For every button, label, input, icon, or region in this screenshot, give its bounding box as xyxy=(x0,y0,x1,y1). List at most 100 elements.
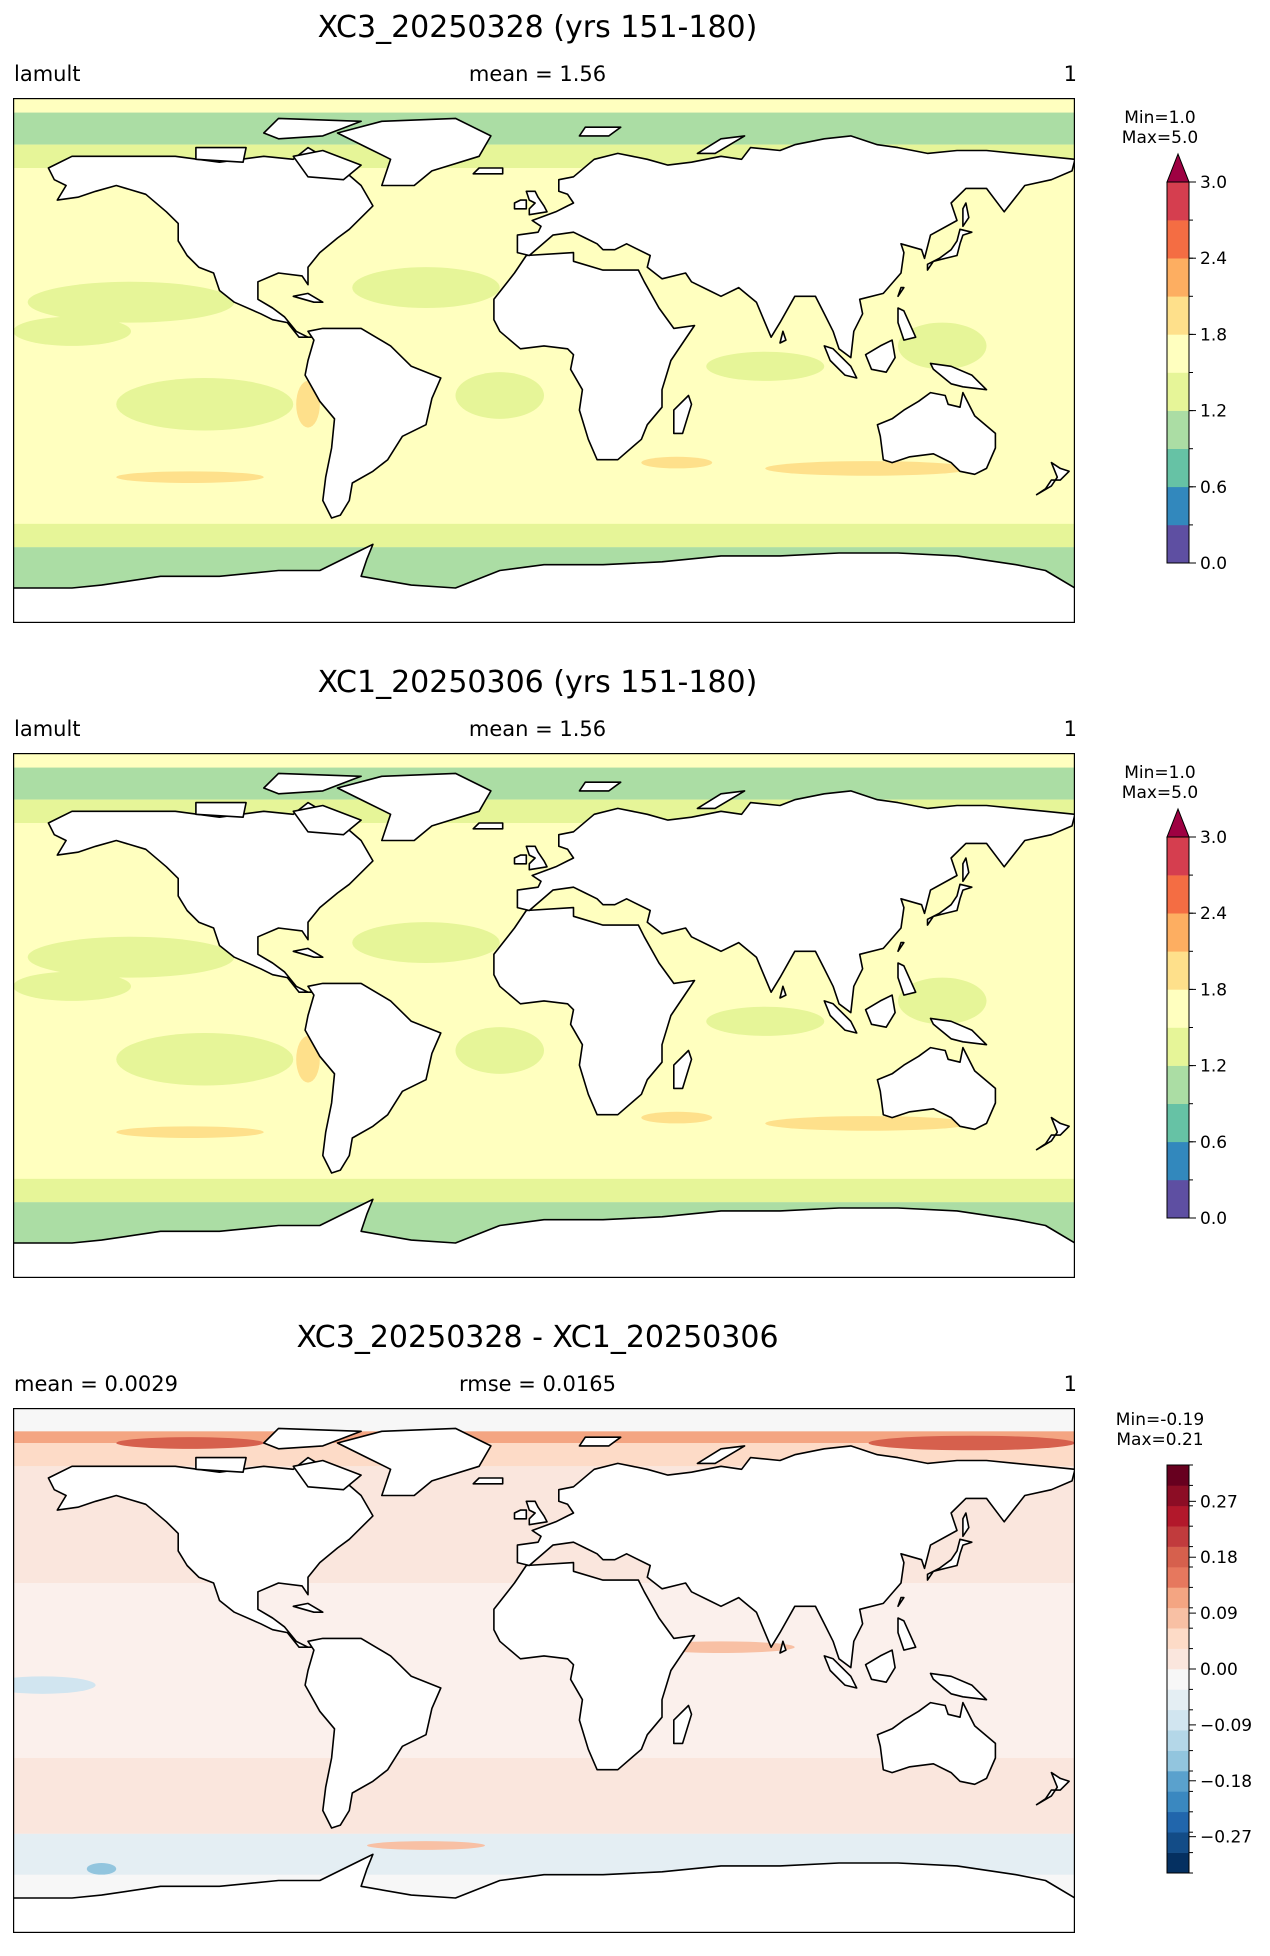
colorbar-segment xyxy=(1167,1526,1189,1547)
colorbar: 0.0 0.6 1.2 1.8 2.4 3.0 xyxy=(1166,807,1227,1225)
landmass-ireland xyxy=(513,199,528,210)
map-frame xyxy=(13,98,1075,623)
landmass-svalbard xyxy=(578,126,622,137)
landmass-borneo xyxy=(864,994,896,1029)
mean-label: mean = 1.56 xyxy=(468,717,607,741)
indian-patch xyxy=(706,351,825,381)
map-plot xyxy=(13,98,1075,623)
landmass-borneo xyxy=(864,1649,896,1684)
map-plot xyxy=(13,1408,1075,1933)
mean-label: mean = 1.56 xyxy=(468,62,607,86)
land xyxy=(13,117,1075,623)
atlantic-north-patch xyxy=(352,922,500,963)
colorbar-segment xyxy=(1167,837,1189,876)
colorbar-minmax: Min=1.0 Max=5.0 xyxy=(1100,763,1220,803)
colorbar-max: Max=0.21 xyxy=(1116,1430,1204,1450)
colorbar-tick-label: 0.18 xyxy=(1200,1548,1238,1568)
land xyxy=(13,1427,1075,1933)
panel-2: XC1_20250306 (yrs 151-180) lamult mean =… xyxy=(0,655,1270,1301)
landmass-ellesmere xyxy=(263,772,362,795)
pacific-south-patch xyxy=(116,378,294,431)
south-atlantic-positive xyxy=(367,1841,485,1850)
colorbar-segment xyxy=(1167,1689,1189,1711)
colorbar-segment xyxy=(1167,1567,1189,1588)
landmass-ireland xyxy=(513,1509,528,1520)
colorbar-segment xyxy=(1167,448,1189,488)
colorbar-extend-arrow xyxy=(1166,807,1190,838)
landmass-new-guinea xyxy=(929,1017,988,1046)
pacific-central-patch xyxy=(13,316,131,346)
landmass-antarctica xyxy=(13,1198,1075,1278)
atlantic-south-patch xyxy=(455,372,544,419)
panel-title: XC1_20250306 (yrs 151-180) xyxy=(317,665,758,700)
atlantic-south-patch xyxy=(455,1027,544,1074)
landmass-novaya-zemlya xyxy=(696,135,746,155)
colorbar-tick-label: −0.18 xyxy=(1200,1772,1252,1792)
south-band xyxy=(13,1758,1075,1834)
landmass-sri-lanka xyxy=(779,985,787,999)
maritime-patch xyxy=(898,977,987,1025)
humboldt-warm xyxy=(296,1035,320,1083)
landmass-eurasia xyxy=(516,135,1075,359)
variable-label: lamult xyxy=(14,717,81,741)
landmass-japan xyxy=(926,228,973,271)
southern-band xyxy=(13,1178,1075,1203)
colorbar-segment xyxy=(1167,410,1189,449)
south-indian-warm xyxy=(765,1116,972,1131)
landmass-sumatra xyxy=(823,1000,858,1034)
colorbar-segment xyxy=(1167,1852,1189,1874)
colorbar-segment xyxy=(1167,1141,1189,1181)
antarctic-negative xyxy=(86,1863,117,1875)
landmass-victoria-isl xyxy=(195,146,247,163)
colorbar-max: Max=5.0 xyxy=(1121,783,1199,803)
colorbar-segment xyxy=(1167,1485,1189,1507)
pacific-negative xyxy=(13,1676,96,1694)
landmass-africa xyxy=(493,906,696,1116)
landmass-svalbard xyxy=(578,1436,622,1447)
landmass-south-america xyxy=(304,982,442,1174)
pacific-north-patch xyxy=(27,281,235,323)
colorbar-segment xyxy=(1167,913,1189,952)
landmass-ireland xyxy=(513,854,528,865)
landmass-uk xyxy=(525,845,548,871)
colorbar-min: Min=1.0 xyxy=(1124,763,1196,783)
colorbar-tick-label: 3.0 xyxy=(1200,828,1227,848)
panel-title: XC3_20250328 (yrs 151-180) xyxy=(317,10,758,45)
landmass-borneo xyxy=(864,339,896,374)
landmass-iceland xyxy=(472,1477,504,1485)
landmass-madagascar xyxy=(672,394,693,435)
colorbar-segment xyxy=(1167,1505,1189,1527)
colorbar-segment xyxy=(1167,1730,1189,1751)
landmass-ellesmere xyxy=(263,1427,362,1450)
landmass-svalbard xyxy=(578,781,622,792)
colorbar-segment xyxy=(1167,1607,1189,1629)
southern-band xyxy=(13,523,1075,548)
landmass-novaya-zemlya xyxy=(696,1445,746,1465)
landmass-ellesmere xyxy=(263,117,362,140)
landmass-australia xyxy=(876,391,997,476)
colorbar-tick-label: 1.2 xyxy=(1200,1057,1227,1077)
colorbar-segment xyxy=(1167,1065,1189,1104)
landmass-iceland xyxy=(472,822,504,830)
map-frame xyxy=(13,753,1075,1278)
landmass-south-america xyxy=(304,1637,442,1829)
landmass-new-zealand xyxy=(1035,1771,1070,1806)
colorbar-tick-label: 0.6 xyxy=(1200,1133,1227,1153)
landmass-greenland xyxy=(336,772,492,842)
colorbar-tick-label: 0.0 xyxy=(1200,1209,1227,1225)
landmass-philippines xyxy=(897,962,917,996)
arctic-band xyxy=(13,1431,1075,1443)
colorbar-segment xyxy=(1167,258,1189,297)
colorbar-segment xyxy=(1167,182,1189,221)
landmass-antarctica xyxy=(13,1853,1075,1933)
landmass-sri-lanka xyxy=(779,330,787,344)
landmass-sumatra xyxy=(823,1655,858,1689)
variable-label: lamult xyxy=(14,62,81,86)
rmse-label: rmse = 0.0165 xyxy=(458,1372,616,1396)
units-label: 1 xyxy=(1063,1372,1077,1396)
landmass-baffin xyxy=(292,1459,362,1491)
colorbar-tick-label: 0.6 xyxy=(1200,478,1227,498)
south-indian-warm xyxy=(765,461,972,476)
landmass-africa xyxy=(493,251,696,461)
colorbar-segment xyxy=(1167,1628,1189,1649)
